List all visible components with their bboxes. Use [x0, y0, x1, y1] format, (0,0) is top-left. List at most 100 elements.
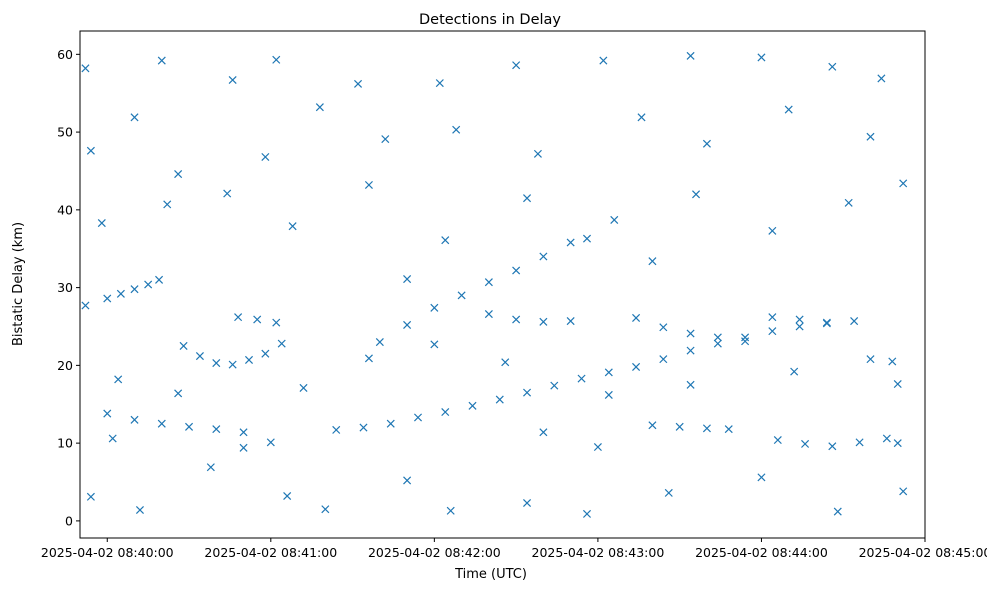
data-point-marker [163, 200, 172, 209]
data-point-marker [855, 438, 864, 447]
data-point-marker [741, 333, 750, 342]
data-point-marker [768, 327, 777, 336]
data-point-marker [893, 439, 902, 448]
data-point-marker [741, 337, 750, 346]
data-point-marker [179, 341, 188, 350]
data-point-marker [850, 317, 859, 326]
data-point-marker [713, 339, 722, 348]
data-point-marker [533, 149, 542, 158]
data-point-marker [637, 113, 646, 122]
data-point-marker [234, 313, 243, 322]
data-point-marker [403, 275, 412, 284]
data-point-marker [430, 340, 439, 349]
chart-title: Detections in Delay [419, 12, 561, 28]
data-point-marker [446, 506, 455, 515]
y-axis: 0 10 20 30 40 50 60 [57, 47, 80, 528]
x-tick-label: 2025-04-02 08:44:00 [695, 545, 828, 560]
data-point-marker [266, 438, 275, 447]
data-point-marker [81, 301, 90, 310]
data-point-marker [495, 395, 504, 404]
data-point-marker [501, 358, 510, 367]
data-point-marker [632, 362, 641, 371]
data-point-marker [757, 473, 766, 482]
data-point-marker [523, 194, 532, 203]
data-point-marker [713, 333, 722, 342]
data-point-marker [724, 425, 733, 434]
data-point-marker [435, 79, 444, 88]
data-point-marker [888, 357, 897, 366]
data-point-marker [659, 355, 668, 364]
data-point-marker [114, 375, 123, 384]
data-point-marker [108, 434, 117, 443]
data-point-marker [403, 320, 412, 329]
data-point-marker [315, 103, 324, 112]
data-point-marker [686, 51, 695, 60]
data-point-marker [899, 179, 908, 188]
data-point-marker [768, 313, 777, 322]
data-point-marker [468, 401, 477, 410]
data-point-marker [822, 318, 831, 327]
data-point-marker [157, 419, 166, 428]
data-point-marker [441, 408, 450, 417]
data-point-marker [130, 113, 139, 122]
data-point-marker [790, 367, 799, 376]
data-point-marker [261, 152, 270, 161]
data-point-marker [212, 359, 221, 368]
data-point-marker [299, 383, 308, 392]
data-point-marker [593, 442, 602, 452]
data-point-marker [381, 135, 390, 144]
data-point-marker [364, 354, 373, 363]
data-point-marker [539, 252, 548, 261]
data-point-marker [185, 422, 194, 431]
data-point-marker [893, 380, 902, 389]
data-point-marker [174, 170, 183, 179]
data-point-marker [659, 323, 668, 332]
data-point-marker [702, 424, 711, 433]
data-point-marker [223, 189, 232, 198]
data-point-marker [512, 315, 521, 324]
data-point-marker [702, 139, 711, 148]
x-axis-label: Time (UTC) [454, 567, 527, 582]
data-point-marker [130, 415, 139, 424]
data-point-marker [664, 488, 673, 497]
data-point-marker [288, 222, 297, 231]
data-point-marker [523, 498, 532, 508]
data-point-marker [130, 285, 139, 294]
data-point-marker [206, 463, 215, 472]
data-point-marker [801, 439, 810, 448]
data-point-marker [784, 105, 793, 114]
data-point-marker [577, 374, 586, 383]
y-axis-label: Bistatic Delay (km) [11, 222, 26, 346]
data-point-marker [866, 132, 875, 141]
data-point-marker [610, 215, 619, 224]
data-point-marker [195, 352, 204, 361]
data-point-marker [430, 303, 439, 312]
data-point-marker [795, 322, 804, 331]
data-point-marker [768, 226, 777, 235]
data-point-marker [686, 346, 695, 355]
data-point-marker [375, 338, 384, 347]
data-point-marker [795, 315, 804, 324]
data-point-marker [239, 443, 248, 452]
data-point-marker [539, 428, 548, 437]
data-point-marker [277, 339, 286, 348]
data-point-marker [413, 413, 423, 422]
data-point-marker [244, 355, 254, 364]
y-tick-label: 30 [57, 280, 73, 295]
data-point-marker [512, 266, 521, 275]
data-point-marker [359, 423, 368, 432]
data-point-marker [692, 190, 701, 199]
data-point-marker [253, 315, 262, 324]
data-point-marker [833, 507, 842, 516]
data-point-marker [539, 317, 548, 326]
y-tick-label: 0 [65, 513, 73, 528]
data-point-marker [228, 360, 237, 369]
data-point-marker [86, 492, 95, 501]
data-point-marker [452, 125, 461, 134]
y-tick-label: 40 [57, 202, 73, 217]
y-tick-label: 60 [57, 47, 73, 62]
data-point-marker [321, 505, 330, 514]
plot-area [79, 30, 926, 539]
data-point-marker [403, 476, 412, 485]
data-point-marker [675, 422, 684, 431]
